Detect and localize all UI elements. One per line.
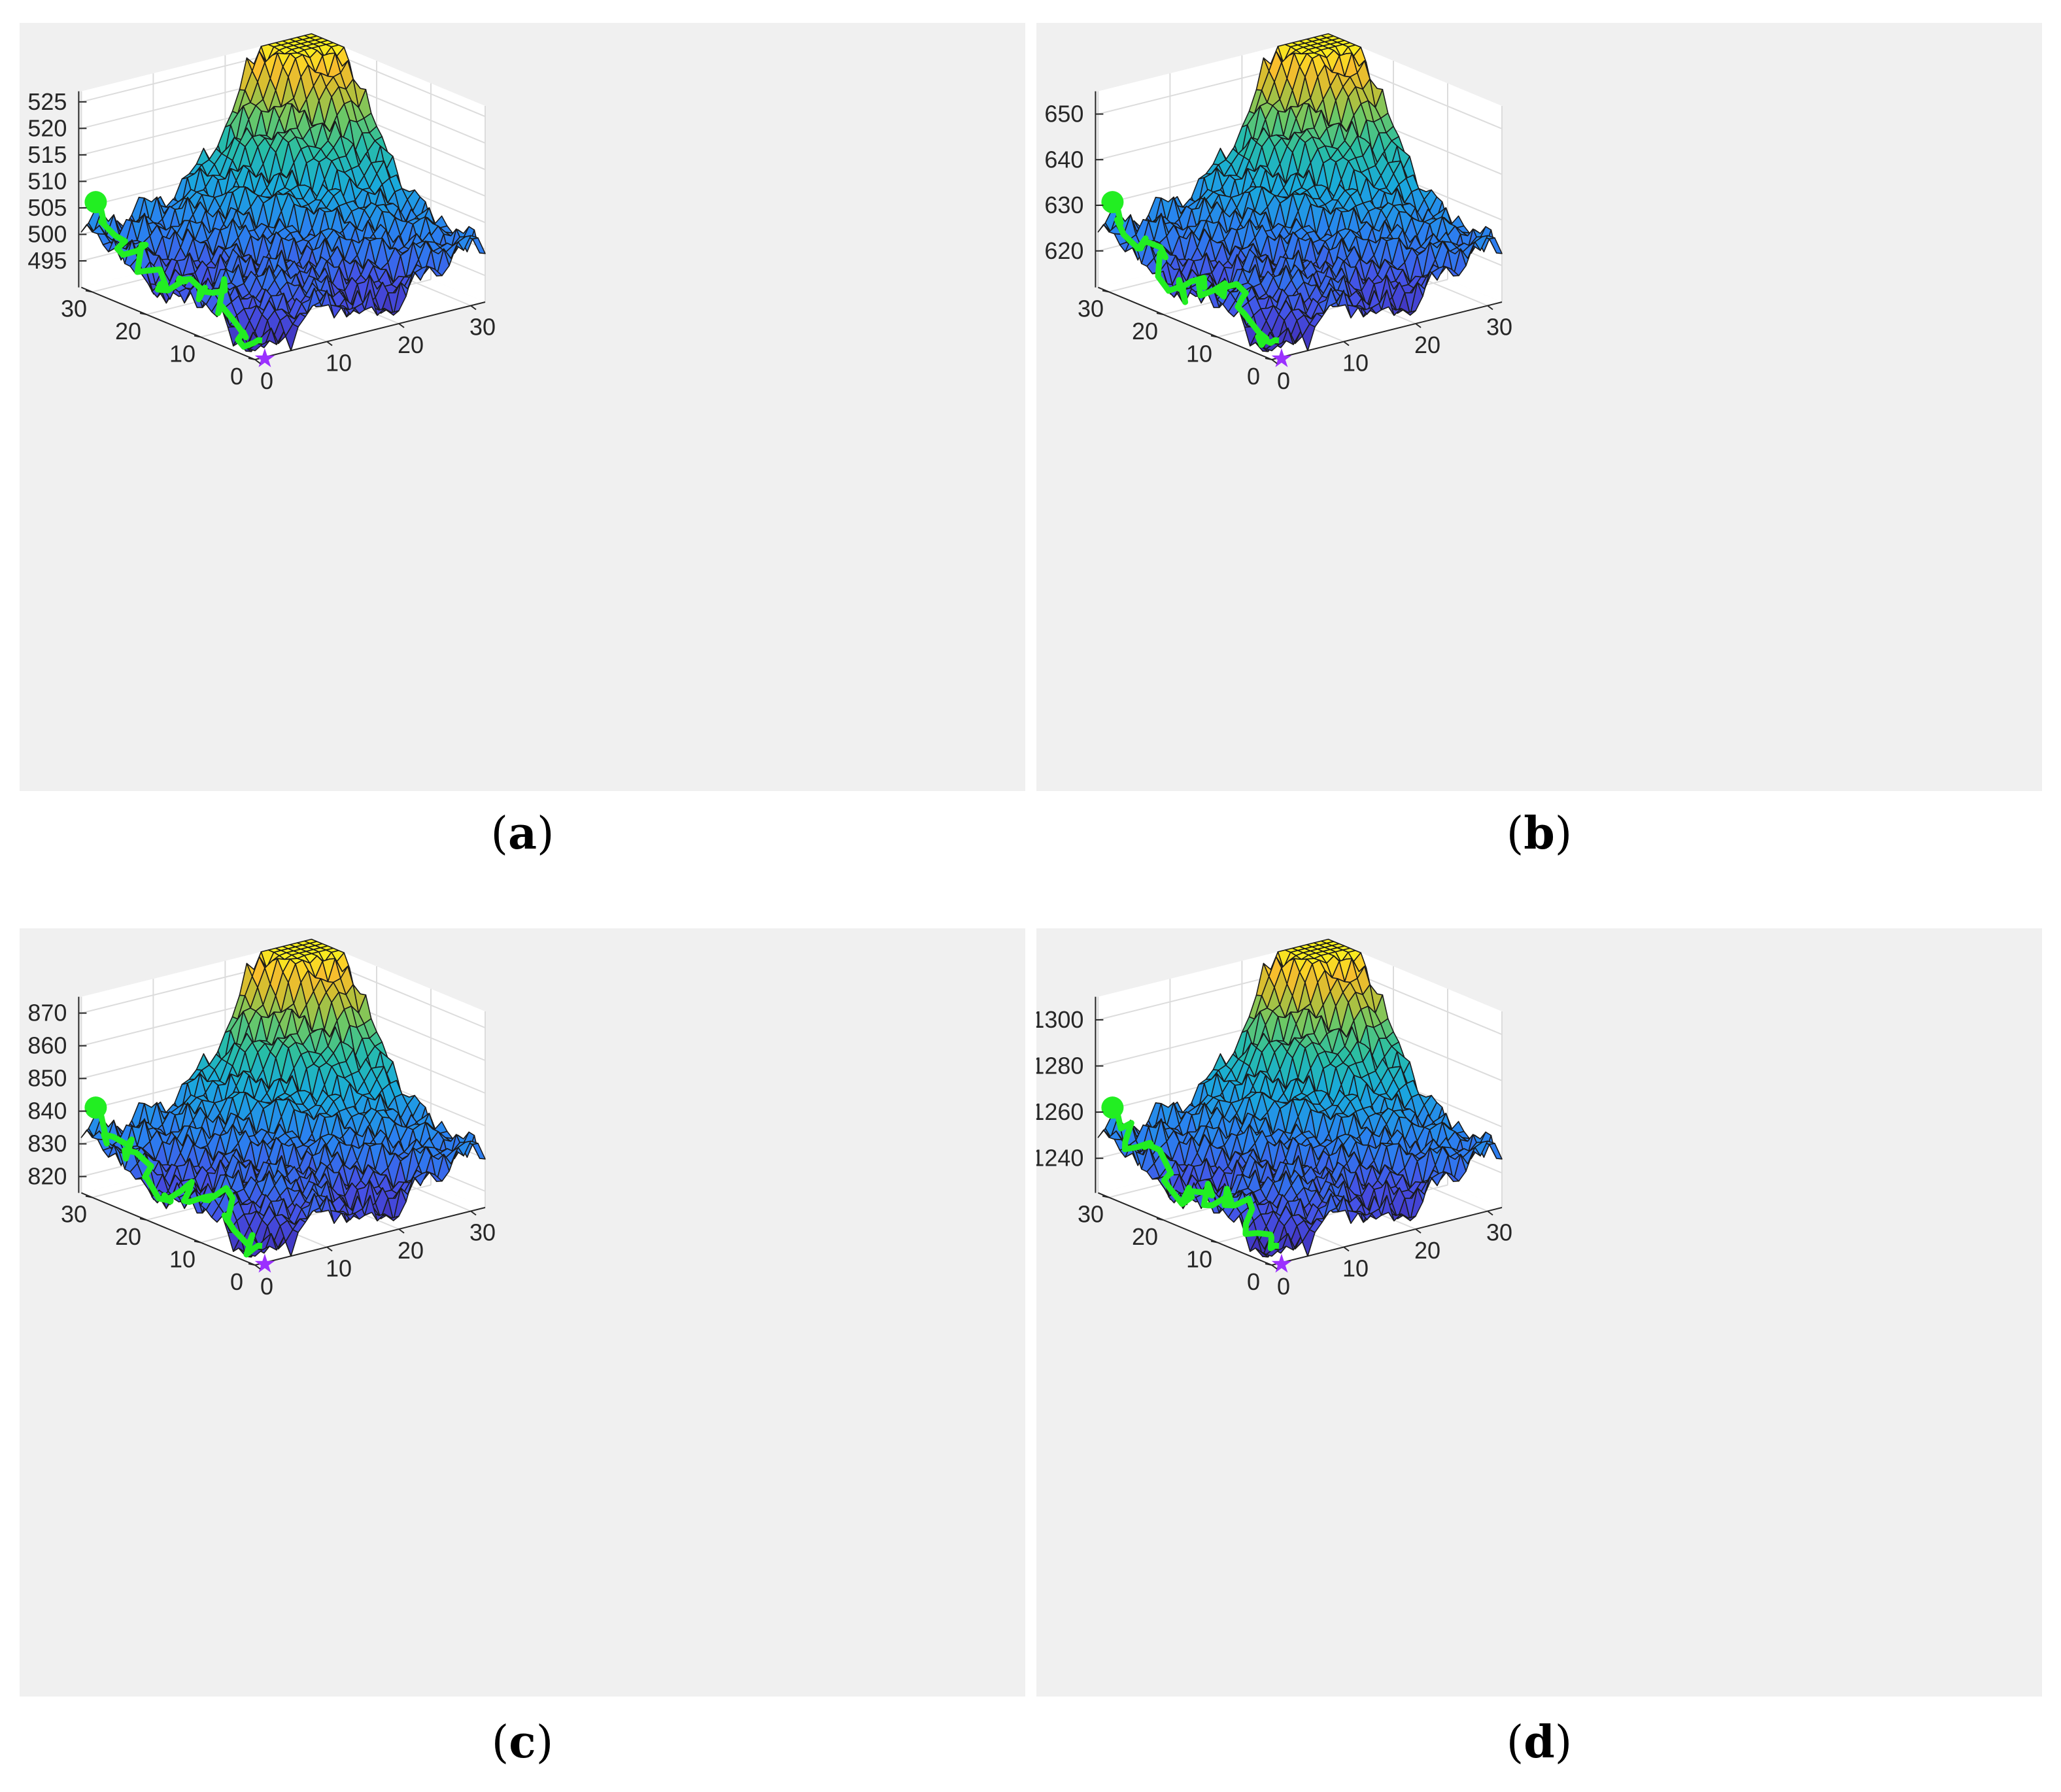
z-tick-label: 1300 — [1036, 1006, 1083, 1033]
y-tick-label: 30 — [1078, 296, 1104, 322]
x-tick-label: 0 — [260, 1273, 273, 1300]
z-tick-label: 830 — [27, 1130, 67, 1157]
axis-lines — [1095, 996, 1503, 1266]
y-tick-label: 10 — [169, 1246, 196, 1273]
y-tick-label: 0 — [230, 363, 243, 390]
y-tick-label: 10 — [169, 341, 196, 367]
axis-lines — [1095, 91, 1503, 360]
optimal-path: ★ — [1101, 191, 1293, 373]
start-marker: ★ — [1270, 1249, 1293, 1279]
x-tick-label: 20 — [398, 1237, 424, 1264]
tick-labels: 0 10 20 30 0 10 20 30 820 830 840 850 860 870 — [27, 1000, 496, 1300]
y-tick-label: 0 — [230, 1268, 243, 1295]
caption-d: (d) — [1506, 1716, 1573, 1768]
x-tick-label: 30 — [1486, 1219, 1512, 1246]
z-tick-label: 495 — [27, 247, 67, 274]
path-line — [95, 201, 263, 350]
caption-a: (a) — [490, 807, 554, 860]
z-tick-label: 1240 — [1036, 1145, 1083, 1172]
x-tick-label: 0 — [1277, 367, 1290, 394]
z-tick-label: 505 — [27, 194, 67, 221]
z-tick-label: 500 — [27, 221, 67, 248]
x-tick-label: 20 — [398, 331, 424, 358]
z-tick-label: 520 — [27, 114, 67, 141]
optimal-path: ★ — [84, 1096, 277, 1279]
z-tick-label: 1280 — [1036, 1052, 1083, 1079]
z-tick-label: 850 — [27, 1065, 67, 1092]
x-tick-label: 20 — [1414, 1237, 1440, 1264]
end-marker — [84, 191, 107, 214]
surface-panel-d: ★ 0 10 20 30 0 10 20 30 1240 1260 1280 1300 — [1036, 928, 2042, 1697]
z-tick-label: 630 — [1044, 192, 1083, 218]
y-tick-label: 10 — [1186, 1246, 1212, 1273]
z-tick-label: 650 — [1044, 100, 1083, 127]
z-tick-label: 820 — [27, 1163, 67, 1190]
x-tick-label: 30 — [1486, 314, 1512, 341]
surface-panel-c: ★ 0 10 20 30 0 10 20 30 820 830 840 850 860 870 — [20, 928, 1025, 1697]
optimal-path: ★ — [1101, 1096, 1293, 1279]
start-marker: ★ — [253, 343, 277, 373]
x-tick-label: 30 — [469, 314, 496, 341]
x-tick-label: 10 — [326, 1255, 352, 1282]
y-tick-label: 10 — [1186, 341, 1212, 367]
tick-labels: 0 10 20 30 0 10 20 30 620 630 640 650 — [1044, 100, 1512, 394]
y-tick-label: 0 — [1247, 363, 1260, 390]
surface-mesh — [80, 33, 486, 352]
axis-lines — [78, 91, 486, 360]
x-tick-label: 30 — [469, 1219, 496, 1246]
surface-panel-a: ★ 0 10 20 30 0 10 20 30 495 500 505 510 515 520 525 — [20, 23, 1025, 791]
optimal-path: ★ — [84, 191, 277, 373]
start-marker: ★ — [253, 1249, 277, 1279]
x-tick-label: 10 — [1342, 1255, 1369, 1282]
y-tick-label: 30 — [1078, 1201, 1104, 1228]
surface-mesh — [1097, 938, 1503, 1258]
z-tick-label: 840 — [27, 1098, 67, 1124]
y-tick-label: 30 — [61, 1201, 87, 1228]
z-tick-label: 870 — [27, 1000, 67, 1026]
y-tick-label: 20 — [115, 318, 141, 345]
z-tick-label: 510 — [27, 167, 67, 194]
z-tick-label: 620 — [1044, 237, 1083, 264]
x-tick-label: 0 — [260, 367, 273, 394]
axis-lines — [78, 996, 486, 1266]
end-marker — [1101, 191, 1124, 214]
z-tick-label: 1260 — [1036, 1098, 1083, 1125]
caption-b: (b) — [1506, 807, 1573, 860]
path-line — [1112, 1106, 1280, 1251]
z-tick-label: 640 — [1044, 146, 1083, 173]
caption-c: (c) — [491, 1716, 554, 1768]
z-tick-label: 525 — [27, 88, 67, 115]
x-tick-label: 0 — [1277, 1273, 1290, 1300]
surface-mesh — [1097, 33, 1503, 352]
y-tick-label: 20 — [115, 1223, 141, 1250]
y-tick-label: 20 — [1132, 1223, 1158, 1250]
y-tick-label: 0 — [1247, 1268, 1260, 1295]
start-marker: ★ — [1270, 343, 1293, 373]
x-tick-label: 10 — [326, 350, 352, 377]
y-tick-label: 20 — [1132, 318, 1158, 345]
z-tick-label: 515 — [27, 141, 67, 168]
surface-panel-b: ★ 0 10 20 30 0 10 20 30 620 630 640 650 — [1036, 23, 2042, 791]
end-marker — [84, 1096, 107, 1119]
path-line — [95, 1106, 263, 1258]
y-tick-label: 30 — [61, 296, 87, 322]
x-tick-label: 20 — [1414, 331, 1440, 358]
path-line — [1112, 201, 1280, 348]
tick-labels: 0 10 20 30 0 10 20 30 1240 1260 1280 1300 — [1036, 1006, 1512, 1300]
end-marker — [1101, 1096, 1124, 1119]
surface-mesh — [80, 938, 486, 1258]
x-tick-label: 10 — [1342, 350, 1369, 377]
z-tick-label: 860 — [27, 1032, 67, 1059]
